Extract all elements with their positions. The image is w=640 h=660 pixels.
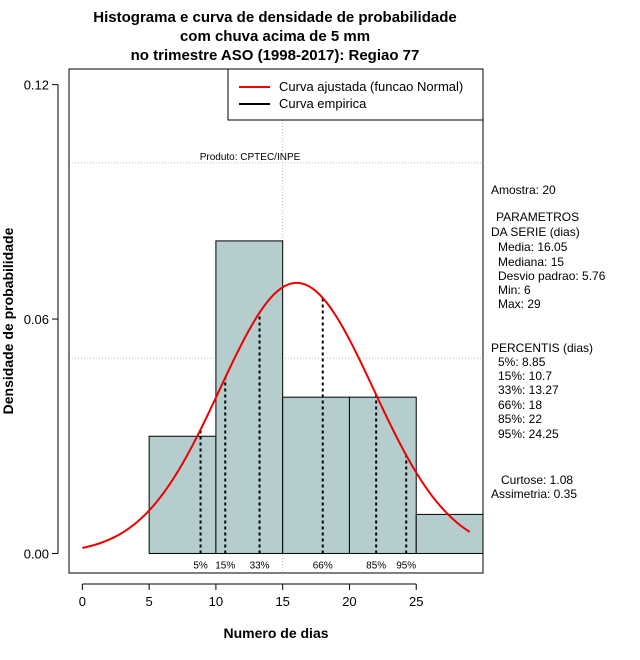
legend: Curva ajustada (funcao Normal) Curva emp…: [227, 68, 484, 121]
stat-curtose: Curtose: 1.08: [501, 473, 573, 487]
legend-label-fitted: Curva ajustada (funcao Normal): [279, 79, 463, 94]
stat-media: Media: 16.05: [498, 240, 568, 254]
histogram-bar-1: [215, 240, 284, 554]
percentile-label-4: 85%: [366, 560, 386, 571]
chart-title-line-1: Histograma e curva de densidade de proba…: [93, 9, 456, 26]
y-tick-label-0: 0.00: [24, 546, 49, 561]
y-tick-label-1: 0.06: [24, 312, 49, 327]
chart-title-line-2: com chuva acima de 5 mm: [180, 28, 370, 45]
stat-assimetria: Assimetria: 0.35: [491, 487, 577, 501]
percentile-label-0: 5%: [193, 560, 208, 571]
percentile-label-1: 15%: [215, 560, 235, 571]
stat-desvio: Desvio padrao: 5.76: [498, 269, 606, 283]
stat-p15: 15%: 10.7: [498, 369, 552, 383]
product-label: Produto: CPTEC/INPE: [200, 152, 301, 163]
histogram-bar-4: [415, 513, 484, 554]
stat-min: Min: 6: [498, 283, 531, 297]
stat-mediana: Mediana: 15: [498, 255, 564, 269]
stat-parametros-subtitle: DA SERIE (dias): [491, 225, 580, 239]
stat-p85: 85%: 22: [498, 412, 542, 426]
stat-percentis-title: PERCENTIS (dias): [491, 341, 593, 355]
stat-max: Max: 29: [498, 297, 541, 311]
stat-p66: 66%: 18: [498, 398, 542, 412]
histogram-bar-0: [148, 435, 217, 554]
normal-curve: [82, 281, 471, 549]
stat-amostra: Amostra: 20: [491, 183, 556, 197]
percentile-label-3: 66%: [313, 560, 333, 571]
x-tick-label-5: 25: [409, 594, 423, 609]
histogram-bar-3: [348, 396, 417, 554]
percentile-label-5: 95%: [396, 560, 416, 571]
percentile-label-2: 33%: [250, 560, 270, 571]
legend-label-empirical: Curva empirica: [279, 96, 367, 111]
y-axis-label: Densidade de probabilidade: [0, 227, 16, 414]
legend-box: [227, 68, 484, 121]
x-tick-label-4: 20: [342, 594, 356, 609]
histogram-bars: [148, 240, 484, 554]
x-axis-label: Numero de dias: [223, 625, 328, 641]
stat-p5: 5%: 8.85: [498, 355, 546, 369]
x-axis: 0 5 10 15 20 25: [79, 583, 423, 609]
y-tick-label-2: 0.12: [24, 78, 49, 93]
stat-p95: 95%: 24.25: [498, 427, 559, 441]
x-tick-label-2: 10: [209, 594, 223, 609]
x-tick-label-0: 0: [79, 594, 86, 609]
histogram-bar-2: [282, 396, 350, 554]
stat-parametros-title: PARAMETROS: [496, 210, 579, 224]
percentile-lines: 5% 15% 33% 66% 85% 95%: [193, 297, 416, 571]
y-axis: 0.00 0.06 0.12: [24, 78, 59, 561]
x-tick-label-1: 5: [146, 594, 153, 609]
statistics-panel: Amostra: 20 PARAMETROS DA SERIE (dias) M…: [491, 183, 606, 501]
x-tick-label-3: 15: [275, 594, 289, 609]
stat-p33: 33%: 13.27: [498, 383, 559, 397]
chart-title-line-3: no trimestre ASO (1998-2017): Regiao 77: [131, 47, 420, 64]
